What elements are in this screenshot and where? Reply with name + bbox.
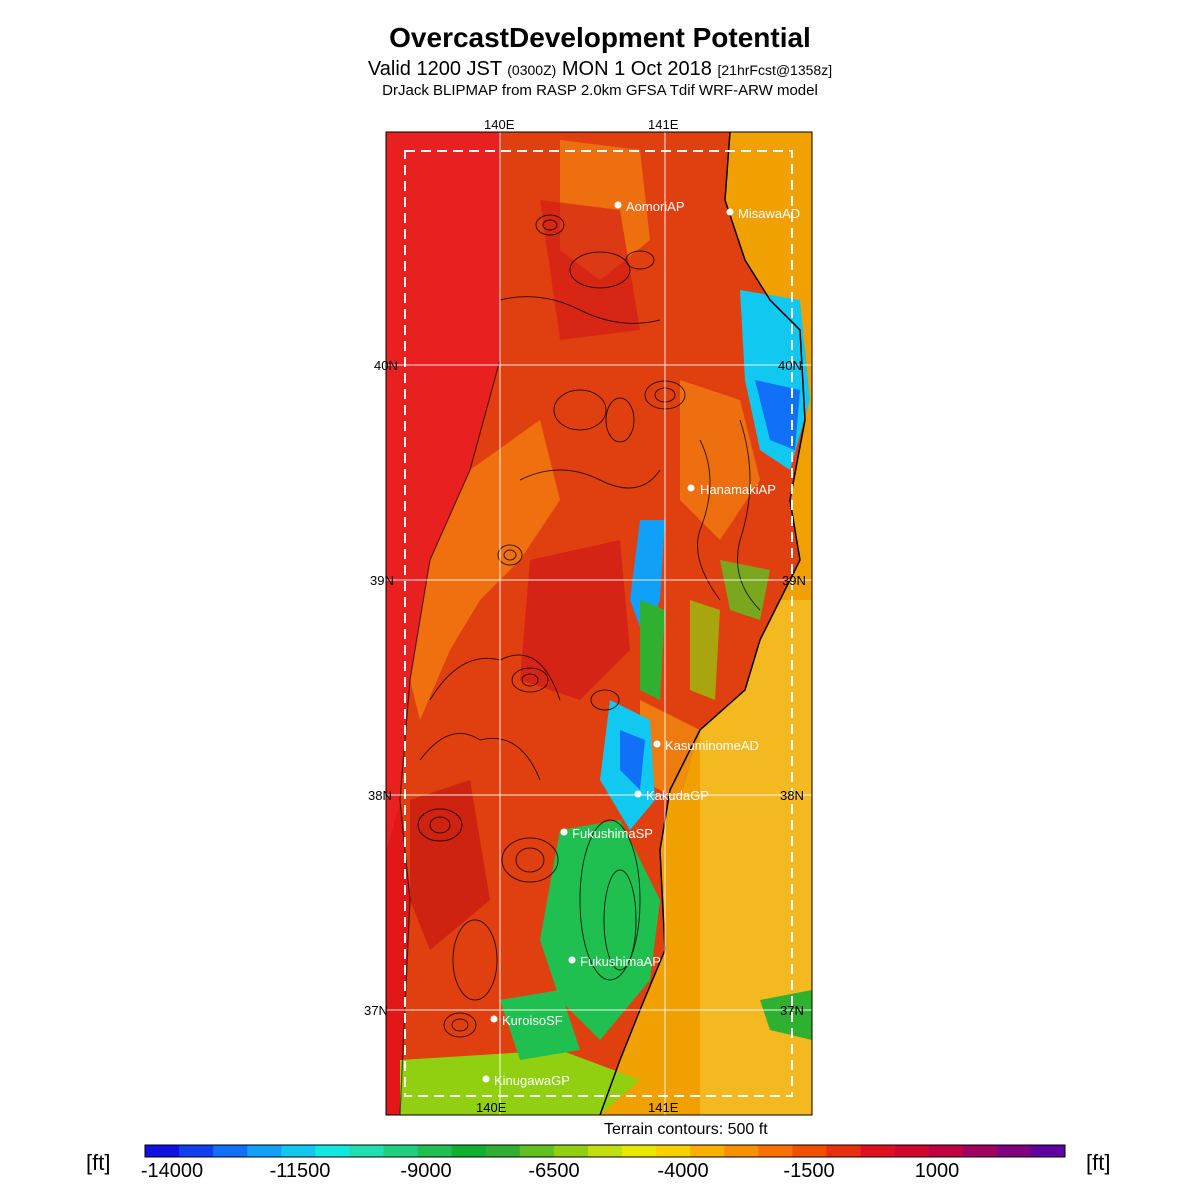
- station-dot: [560, 828, 568, 836]
- map-title: OvercastDevelopment Potential: [389, 22, 811, 53]
- station-label: HanamakiAP: [700, 482, 776, 497]
- colorbar-swatch: [417, 1145, 453, 1157]
- station-label: FukushimaSP: [572, 826, 653, 841]
- station-label: KuroisoSF: [502, 1013, 563, 1028]
- south-plain-area: [400, 1050, 640, 1115]
- east-coastline: [599, 132, 806, 1115]
- colorbar-swatch: [451, 1145, 487, 1157]
- lat-label-left-38: 38N: [368, 788, 392, 803]
- terrain-contour-note: Terrain contours: 500 ft: [604, 1121, 768, 1138]
- colorbar-swatch: [213, 1145, 248, 1157]
- station-dot: [687, 484, 695, 492]
- colorbar-swatch: [758, 1145, 793, 1157]
- valid-utc: (0300Z): [507, 62, 557, 78]
- colorbar-swatch: [690, 1145, 725, 1157]
- station-dot: [482, 1075, 490, 1083]
- colorbar-swatch: [894, 1145, 930, 1157]
- colorbar-swatch: [315, 1145, 350, 1157]
- lon-label-bottom-140: 140E: [476, 1100, 507, 1115]
- colorbar-swatch: [349, 1145, 385, 1157]
- valid-prefix: Valid 1200 JST: [367, 58, 502, 80]
- colorbar-swatch: [1030, 1145, 1066, 1157]
- colorbar-tick-label: -4000: [657, 1160, 709, 1182]
- colorbar-swatch: [383, 1145, 419, 1157]
- colorbar-swatch: [622, 1145, 657, 1157]
- colorbar-swatch: [553, 1145, 589, 1157]
- colorbar-tick-label: -11500: [269, 1160, 331, 1182]
- colorbar-swatch: [996, 1145, 1032, 1157]
- colorbar-swatch: [587, 1145, 623, 1157]
- map-frame: [385, 131, 813, 1116]
- valid-date: MON 1 Oct 2018: [561, 58, 712, 80]
- colorbar-swatch: [247, 1145, 282, 1157]
- lat-label-left-37: 37N: [364, 1003, 388, 1018]
- station-label: FukushimaAP: [580, 954, 661, 969]
- colorbar-swatch: [792, 1145, 827, 1157]
- station-label: KinugawaGP: [494, 1073, 570, 1088]
- colorbar-swatch: [826, 1145, 862, 1157]
- colorbar-tick-label: -9000: [400, 1160, 452, 1182]
- colorbar-tick-label: 1000: [914, 1160, 960, 1182]
- colorbar-swatch: [860, 1145, 896, 1157]
- colorbar-swatch: [145, 1145, 180, 1157]
- lat-label-right-40: 40N: [778, 358, 802, 373]
- station-dot: [490, 1015, 498, 1023]
- colorbar-tick-label: -6500: [528, 1160, 580, 1182]
- colorbar-swatch: [179, 1145, 214, 1157]
- forecast-map: AomoriAP MisawaAD HanamakiAP KasuminomeA…: [364, 117, 813, 1116]
- colorbar-swatch: [519, 1145, 555, 1157]
- unit-label-right: [ft]: [1086, 1150, 1111, 1175]
- colorbar-swatch: [656, 1145, 691, 1157]
- lat-label-left-40: 40N: [374, 358, 398, 373]
- colorbar-tick-label: -1500: [783, 1160, 835, 1182]
- colorbar-swatch: [281, 1145, 316, 1157]
- station-dot: [634, 790, 642, 798]
- color-scale-bar: [144, 1144, 1066, 1158]
- station-label: MisawaAD: [738, 206, 800, 221]
- colorbar-swatch: [724, 1145, 759, 1157]
- lat-label-right-38: 38N: [780, 788, 804, 803]
- station-label: KakudaGP: [646, 788, 709, 803]
- colorbar-swatch: [928, 1145, 964, 1157]
- station-markers: AomoriAP MisawaAD HanamakiAP KasuminomeA…: [482, 199, 800, 1088]
- station-label: AomoriAP: [626, 199, 685, 214]
- station-dot: [614, 201, 622, 209]
- colorbar-tick-label: -14000: [140, 1160, 204, 1182]
- lat-label-left-39: 39N: [370, 573, 394, 588]
- lon-label-top-141: 141E: [648, 117, 679, 132]
- colorbar-swatch: [962, 1145, 998, 1157]
- lat-label-right-37: 37N: [780, 1003, 804, 1018]
- lon-label-top-140: 140E: [484, 117, 515, 132]
- model-subtitle: DrJack BLIPMAP from RASP 2.0km GFSA Tdif…: [382, 82, 818, 99]
- green-valley-area: [540, 820, 660, 1040]
- terrain-contours: [417, 214, 761, 1038]
- colorbar-swatch: [485, 1145, 521, 1157]
- forecast-info: [21hrFcst@1358z]: [717, 62, 833, 78]
- station-dot: [726, 208, 734, 216]
- station-label: KasuminomeAD: [665, 738, 759, 753]
- unit-label-left: [ft]: [86, 1150, 111, 1175]
- west-sea: [386, 132, 500, 850]
- valid-time-line: Valid 1200 JST (0300Z) MON 1 Oct 2018 [2…: [0, 58, 1200, 81]
- station-dot: [568, 956, 576, 964]
- station-dot: [653, 740, 661, 748]
- lat-label-right-39: 39N: [782, 573, 806, 588]
- lon-label-bottom-141: 141E: [648, 1100, 679, 1115]
- lat-lon-grid: [386, 132, 812, 1115]
- domain-boundary: [404, 150, 793, 1097]
